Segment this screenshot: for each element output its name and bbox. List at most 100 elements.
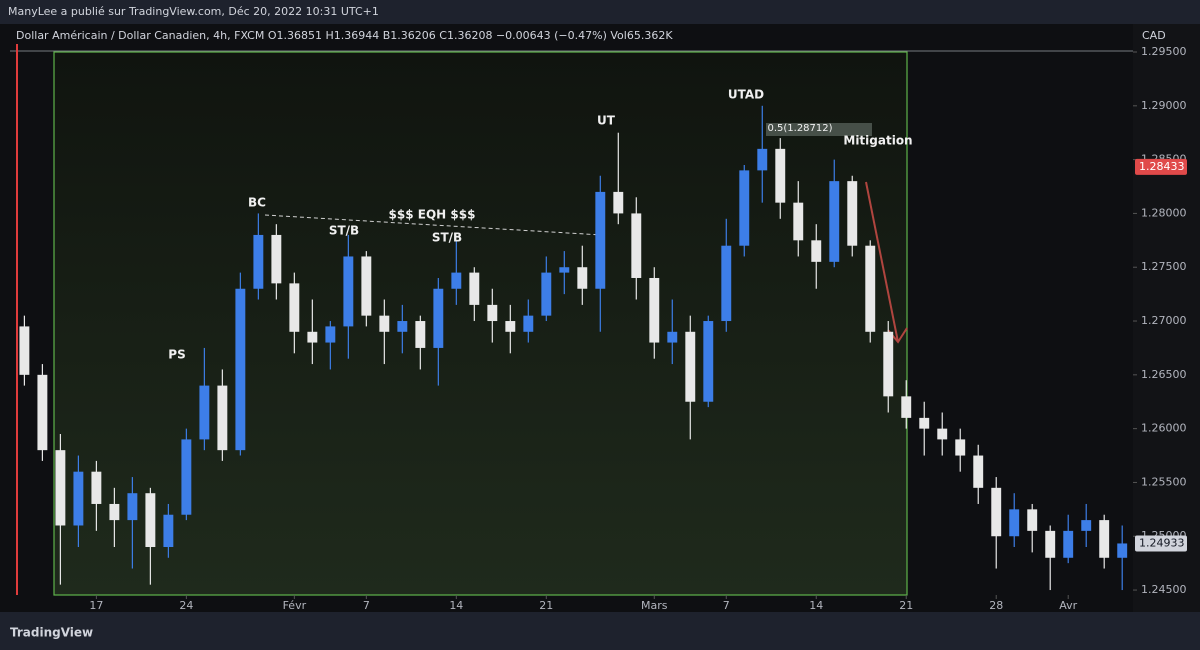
- candle-body: [721, 245, 732, 322]
- x-tick-label: 14: [449, 599, 463, 612]
- candle-body: [883, 331, 894, 397]
- footer[interactable]: TradingView: [10, 626, 93, 640]
- x-tick-label: 14: [809, 599, 823, 612]
- candle-body: [37, 374, 48, 451]
- candle-body: [793, 202, 804, 241]
- candle-body: [235, 288, 246, 451]
- candle-body: [973, 455, 984, 488]
- candle-body: [955, 439, 966, 456]
- y-tick-label: 1.27500: [1141, 260, 1187, 273]
- candle-body: [1099, 520, 1110, 558]
- candle-body: [595, 191, 606, 289]
- candle-body: [1009, 509, 1020, 537]
- candle-body: [667, 331, 678, 343]
- candle-body: [361, 256, 372, 316]
- y-tick-label: 1.26500: [1141, 368, 1187, 381]
- candle-body: [181, 439, 192, 515]
- annotation: 0.5(1.28712): [767, 123, 832, 134]
- candle-body: [1117, 543, 1128, 558]
- candle-body: [73, 471, 84, 526]
- y-axis-label: CAD: [1142, 29, 1166, 42]
- candle-body: [109, 503, 120, 521]
- candle-body: [487, 304, 498, 322]
- candle-body: [757, 148, 768, 171]
- candle-body: [937, 428, 948, 440]
- y-tick-label: 1.26000: [1141, 422, 1187, 435]
- annotation: $$$ EQH $$$: [389, 208, 476, 222]
- candle-body: [163, 514, 174, 548]
- mitigation-box: [766, 123, 872, 136]
- candle-body: [55, 450, 66, 526]
- candle-body: [343, 256, 354, 327]
- candle-body: [199, 385, 210, 440]
- candle-body: [703, 321, 714, 402]
- candle-body: [847, 181, 858, 246]
- y-tick-label: 1.27000: [1141, 314, 1187, 327]
- candle-body: [1063, 530, 1074, 558]
- candle-body: [685, 331, 696, 402]
- annotation: UTAD: [728, 88, 764, 102]
- annotation: ST/B: [329, 224, 359, 238]
- x-tick-label: 7: [723, 599, 730, 612]
- candle-body: [991, 487, 1002, 537]
- candle-body: [541, 272, 552, 316]
- candle-body: [415, 321, 426, 348]
- candle-body: [829, 181, 840, 262]
- x-tick-label: Mars: [641, 599, 668, 612]
- range-zone: [53, 51, 908, 596]
- candle-body: [145, 493, 156, 548]
- candle-body: [1081, 520, 1092, 531]
- y-tick-label: 1.28000: [1141, 206, 1187, 219]
- x-tick-label: 17: [89, 599, 103, 612]
- y-tick-label: 1.25500: [1141, 475, 1187, 488]
- annotation: UT: [597, 114, 616, 128]
- candle-body: [253, 234, 264, 289]
- candle-body: [217, 385, 228, 451]
- y-tick-label: 1.29000: [1141, 99, 1187, 112]
- x-tick-label: 7: [363, 599, 370, 612]
- candle-body: [775, 148, 786, 203]
- alert-price: 1.28433: [1139, 160, 1185, 173]
- candle-body: [811, 240, 822, 262]
- candle-body: [307, 331, 318, 343]
- candle-body: [1045, 530, 1056, 558]
- candle-body: [91, 471, 102, 504]
- candle-body: [19, 326, 30, 375]
- candle-body: [649, 277, 660, 343]
- last-price: 1.24933: [1139, 536, 1185, 549]
- eqh-line: [264, 214, 603, 236]
- y-tick-label: 1.24500: [1141, 583, 1187, 596]
- last-price-bg: [1135, 535, 1187, 552]
- candle-body: [451, 272, 462, 289]
- candle-body: [901, 396, 912, 418]
- candle-body: [739, 170, 750, 246]
- header: ManyLee a publié sur TradingView.com, Dé…: [8, 5, 379, 18]
- x-tick-label: 28: [989, 599, 1003, 612]
- annotation: Mitigation: [843, 134, 912, 148]
- annotation: PS: [168, 348, 185, 362]
- footer-bar: [0, 612, 1200, 650]
- x-tick-label: 21: [539, 599, 553, 612]
- candle-body: [433, 288, 444, 348]
- alert-price-bg: [1135, 158, 1187, 175]
- x-tick-label: 24: [179, 599, 193, 612]
- x-tick-label: 21: [899, 599, 913, 612]
- annotation: BC: [248, 196, 266, 210]
- annotation: ST/B: [432, 231, 462, 245]
- candle-body: [613, 191, 624, 214]
- y-tick-label: 1.29500: [1141, 45, 1187, 58]
- candle-body: [397, 321, 408, 332]
- x-tick-label: Févr: [283, 599, 307, 612]
- candle-body: [523, 315, 534, 332]
- arrow: [865, 181, 899, 343]
- candle-body: [505, 321, 516, 332]
- price-axis-bg: [1133, 24, 1200, 612]
- candle-body: [379, 315, 390, 332]
- candle-body: [469, 272, 480, 305]
- candle-body: [325, 326, 336, 343]
- candle-body: [577, 267, 588, 289]
- x-tick-label: Avr: [1059, 599, 1077, 612]
- legend: Dollar Américain / Dollar Canadien, 4h, …: [16, 29, 673, 42]
